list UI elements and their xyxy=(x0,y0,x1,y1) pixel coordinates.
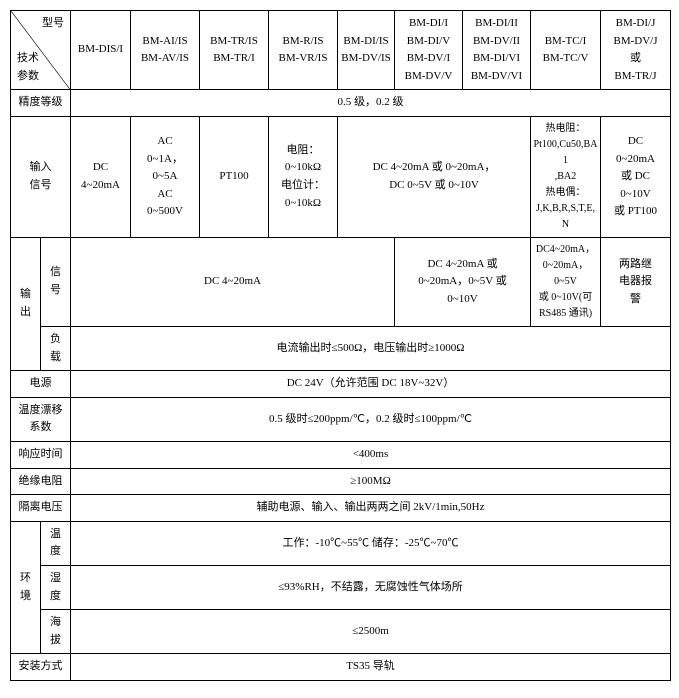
label-isolation: 隔离电压 xyxy=(11,495,71,522)
col-header-5: BM-DI/IBM-DI/VBM-DV/IBM-DV/V xyxy=(395,11,463,90)
value-env-humid: ≤93%RH，不结露，无腐蚀性气体场所 xyxy=(71,565,671,609)
header-row: 型号 技术参数 BM-DIS/I BM-AI/ISBM-AV/IS BM-TR/… xyxy=(11,11,671,90)
value-response: <400ms xyxy=(71,441,671,468)
row-isolation: 隔离电压 辅助电源、输入、输出两两之间 2kV/1min,50Hz xyxy=(11,495,671,522)
label-env-temp: 温度 xyxy=(41,521,71,565)
output-signal-c56: DC 4~20mA 或0~20mA，0~5V 或0~10V xyxy=(395,237,531,326)
value-insulation: ≥100MΩ xyxy=(71,468,671,495)
value-drift: 0.5 级时≤200ppm/℃，0.2 级时≤100ppm/℃ xyxy=(71,397,671,441)
col-header-6: BM-DI/IIBM-DV/IIBM-DI/VIBM-DV/VI xyxy=(463,11,531,90)
col-header-0: BM-DIS/I xyxy=(71,11,131,90)
output-signal-c04: DC 4~20mA xyxy=(71,237,395,326)
col-header-8: BM-DI/JBM-DV/J或BM-TR/J xyxy=(601,11,671,90)
label-power: 电源 xyxy=(11,371,71,398)
label-output: 输出 xyxy=(11,237,41,370)
label-env-alt: 海拔 xyxy=(41,610,71,654)
value-env-alt: ≤2500m xyxy=(71,610,671,654)
row-insulation: 绝缘电阻 ≥100MΩ xyxy=(11,468,671,495)
col-header-1: BM-AI/ISBM-AV/IS xyxy=(131,11,200,90)
diag-header-cell: 型号 技术参数 xyxy=(11,11,71,90)
label-response: 响应时间 xyxy=(11,441,71,468)
output-signal-c7: DC4~20mA，0~20mA，0~5V或 0~10V(可RS485 通讯) xyxy=(531,237,601,326)
row-drift: 温度漂移系数 0.5 级时≤200ppm/℃，0.2 级时≤100ppm/℃ xyxy=(11,397,671,441)
row-env-temp: 环境 温度 工作：-10℃~55℃ 储存：-25℃~70℃ xyxy=(11,521,671,565)
label-output-signal: 信号 xyxy=(41,237,71,326)
label-drift: 温度漂移系数 xyxy=(11,397,71,441)
row-response: 响应时间 <400ms xyxy=(11,441,671,468)
row-env-humid: 湿度 ≤93%RH，不结露，无腐蚀性气体场所 xyxy=(11,565,671,609)
row-output-load: 负载 电流输出时≤500Ω，电压输出时≥1000Ω xyxy=(11,326,671,370)
output-load-value: 电流输出时≤500Ω，电压输出时≥1000Ω xyxy=(71,326,671,370)
value-power: DC 24V（允许范围 DC 18V~32V） xyxy=(71,371,671,398)
label-env: 环境 xyxy=(11,521,41,654)
input-c7: 热电阻：Pt100,Cu50,BA1,BA2热电偶：J,K,B,R,S,T,E,… xyxy=(531,116,601,237)
output-signal-c8: 两路继电器报警 xyxy=(601,237,671,326)
col-header-3: BM-R/ISBM-VR/IS xyxy=(269,11,338,90)
input-c2: PT100 xyxy=(200,116,269,237)
label-input: 输入信号 xyxy=(11,116,71,237)
label-accuracy: 精度等级 xyxy=(11,90,71,117)
input-c8: DC0~20mA或 DC0~10V或 PT100 xyxy=(601,116,671,237)
label-mount: 安装方式 xyxy=(11,654,71,681)
row-mount: 安装方式 TS35 导轨 xyxy=(11,654,671,681)
value-isolation: 辅助电源、输入、输出两两之间 2kV/1min,50Hz xyxy=(71,495,671,522)
row-input: 输入信号 DC4~20mA AC0~1A，0~5AAC0~500V PT100 … xyxy=(11,116,671,237)
diag-bottom: 技术参数 xyxy=(17,50,39,85)
row-env-alt: 海拔 ≤2500m xyxy=(11,610,671,654)
diag-top: 型号 xyxy=(42,15,64,33)
row-power: 电源 DC 24V（允许范围 DC 18V~32V） xyxy=(11,371,671,398)
input-c0: DC4~20mA xyxy=(71,116,131,237)
label-env-humid: 湿度 xyxy=(41,565,71,609)
input-c46: DC 4~20mA 或 0~20mA，DC 0~5V 或 0~10V xyxy=(338,116,531,237)
row-output-signal: 输出 信号 DC 4~20mA DC 4~20mA 或0~20mA，0~5V 或… xyxy=(11,237,671,326)
value-accuracy: 0.5 级，0.2 级 xyxy=(71,90,671,117)
input-c3: 电阻：0~10kΩ电位计：0~10kΩ xyxy=(269,116,338,237)
spec-table: 型号 技术参数 BM-DIS/I BM-AI/ISBM-AV/IS BM-TR/… xyxy=(10,10,671,681)
row-accuracy: 精度等级 0.5 级，0.2 级 xyxy=(11,90,671,117)
label-insulation: 绝缘电阻 xyxy=(11,468,71,495)
value-mount: TS35 导轨 xyxy=(71,654,671,681)
input-c1: AC0~1A，0~5AAC0~500V xyxy=(131,116,200,237)
label-output-load: 负载 xyxy=(41,326,71,370)
col-header-7: BM-TC/IBM-TC/V xyxy=(531,11,601,90)
col-header-2: BM-TR/ISBM-TR/I xyxy=(200,11,269,90)
col-header-4: BM-DI/ISBM-DV/IS xyxy=(338,11,395,90)
value-env-temp: 工作：-10℃~55℃ 储存：-25℃~70℃ xyxy=(71,521,671,565)
